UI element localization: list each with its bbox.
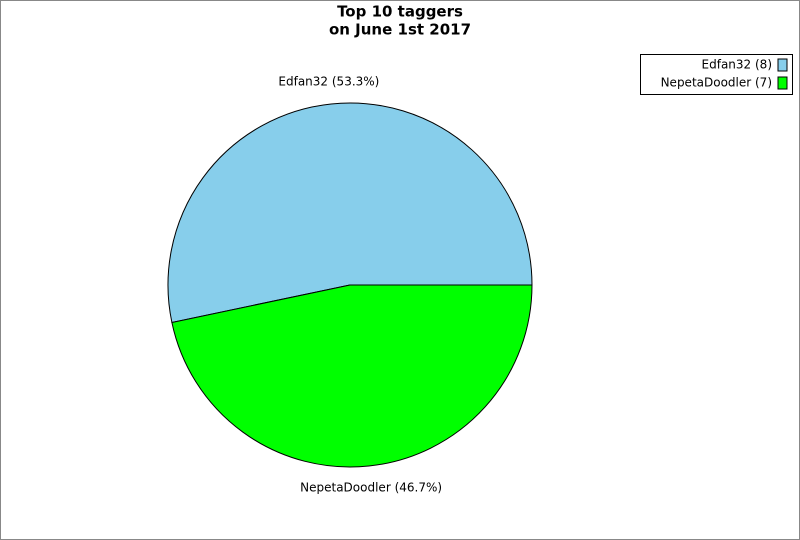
legend-swatch (777, 76, 788, 90)
legend-swatch (777, 58, 788, 72)
pie-slice (167, 102, 533, 324)
slice-label: NepetaDoodler (46.7%) (300, 480, 442, 494)
legend-label: Edfan32 (8) (702, 58, 772, 72)
chart-subtitle: on June 1st 2017 (329, 21, 471, 39)
legend-box (640, 54, 793, 95)
legend-label: NepetaDoodler (7) (661, 76, 772, 90)
pie-slice (171, 284, 533, 468)
slice-label: Edfan32 (53.3%) (278, 75, 379, 89)
chart-title: Top 10 taggers (337, 3, 463, 21)
